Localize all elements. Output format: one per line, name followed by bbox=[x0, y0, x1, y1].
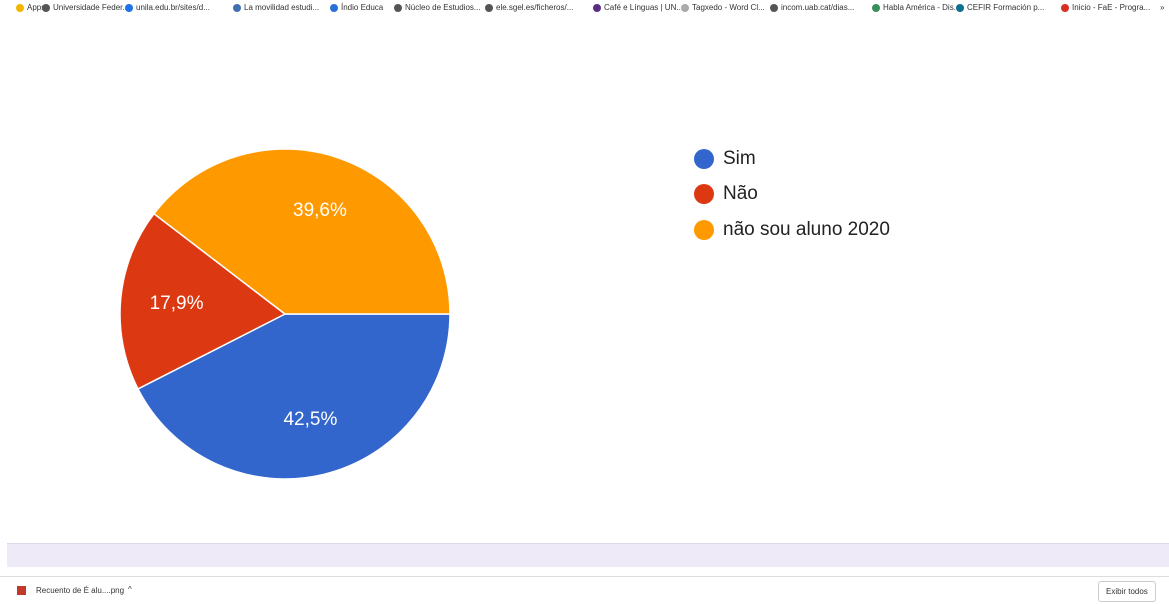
bookmark-label: Habla América - Dis... bbox=[883, 3, 961, 12]
bookmark[interactable]: Índio Educa bbox=[330, 3, 383, 12]
bookmarks-bar: Apps Universidade Feder... unila.edu.br/si… bbox=[0, 0, 1169, 18]
legend-swatch bbox=[694, 220, 714, 240]
bookmark[interactable]: ele.sgel.es/ficheros/... bbox=[485, 3, 573, 12]
legend-label: não sou aluno 2020 bbox=[723, 219, 890, 240]
bookmark-icon bbox=[16, 3, 24, 12]
legend-label: Sim bbox=[723, 148, 756, 169]
bookmark-icon bbox=[330, 3, 338, 12]
bookmark-icon bbox=[770, 3, 778, 12]
download-file[interactable]: Recuento de É alu....png bbox=[36, 586, 125, 595]
bookmark-label: Café e Línguas | UN... bbox=[604, 3, 684, 12]
pie-slice bbox=[136, 313, 451, 480]
bookmark-label: Tagxedo - Word Cl... bbox=[692, 3, 765, 12]
bookmark[interactable]: Universidade Feder... bbox=[42, 3, 129, 12]
bookmark-label: Núcleo de Estudios... bbox=[405, 3, 481, 12]
bookmark-icon bbox=[956, 3, 964, 12]
bookmark-icon bbox=[681, 3, 689, 12]
legend-swatch bbox=[694, 184, 714, 204]
bookmark[interactable]: Café e Línguas | UN... bbox=[593, 3, 683, 12]
bookmark-label: CEFIR Formación p... bbox=[967, 3, 1045, 12]
bookmark-label: Inicio - FaE - Progra... bbox=[1072, 3, 1151, 12]
bookmark[interactable]: La movilidad estudi... bbox=[233, 3, 319, 12]
slice-label: 17,9% bbox=[150, 293, 204, 314]
pie-slice bbox=[119, 212, 287, 390]
bookmark-label: ele.sgel.es/ficheros/... bbox=[496, 3, 574, 12]
bookmark[interactable]: unila.edu.br/sites/d... bbox=[125, 3, 210, 12]
legend-swatch bbox=[694, 149, 714, 169]
download-chevron[interactable]: ^ bbox=[128, 585, 132, 594]
bookmark-label: » bbox=[1160, 3, 1165, 12]
bookmark-icon bbox=[872, 3, 880, 12]
download-bar: Recuento de É alu....png ^ Exibir todos bbox=[0, 576, 1169, 604]
bookmark-label: Apps bbox=[27, 3, 46, 12]
file-icon bbox=[17, 586, 26, 595]
bookmark[interactable]: Apps bbox=[16, 3, 45, 12]
bookmark[interactable]: » bbox=[1160, 3, 1164, 12]
bookmark-icon bbox=[394, 3, 402, 12]
bookmark[interactable]: incom.uab.cat/dias... bbox=[770, 3, 854, 12]
bookmark-label: Índio Educa bbox=[341, 3, 384, 12]
show-all-button[interactable]: Exibir todos bbox=[1098, 581, 1156, 602]
bookmark-label: La movilidad estudi... bbox=[244, 3, 320, 12]
slice-label: 42,5% bbox=[283, 409, 337, 430]
bookmark-icon bbox=[42, 3, 50, 12]
bookmark-icon bbox=[125, 3, 133, 12]
bookmark[interactable]: Inicio - FaE - Progra... bbox=[1061, 3, 1150, 12]
bookmark-label: unila.edu.br/sites/d... bbox=[136, 3, 210, 12]
bookmark[interactable]: Núcleo de Estudios... bbox=[394, 3, 481, 12]
bookmark-icon bbox=[593, 3, 601, 12]
bookmark-icon bbox=[485, 3, 493, 12]
legend-label: Não bbox=[723, 183, 758, 204]
bookmark-icon bbox=[233, 3, 241, 12]
slice-label: 39,6% bbox=[293, 200, 347, 221]
bookmark-icon bbox=[1061, 3, 1069, 12]
pie-slice bbox=[152, 148, 451, 315]
chart: 42,5% 17,9% 39,6% Sim Não não sou aluno 2020 bbox=[119, 148, 890, 480]
panel-band bbox=[7, 543, 1169, 567]
bookmark-label: incom.uab.cat/dias... bbox=[781, 3, 855, 12]
bookmark[interactable]: CEFIR Formación p... bbox=[956, 3, 1044, 12]
bookmark[interactable]: Tagxedo - Word Cl... bbox=[681, 3, 765, 12]
bookmark[interactable]: Habla América - Dis... bbox=[872, 3, 960, 12]
bookmark-label: Universidade Feder... bbox=[53, 3, 130, 12]
